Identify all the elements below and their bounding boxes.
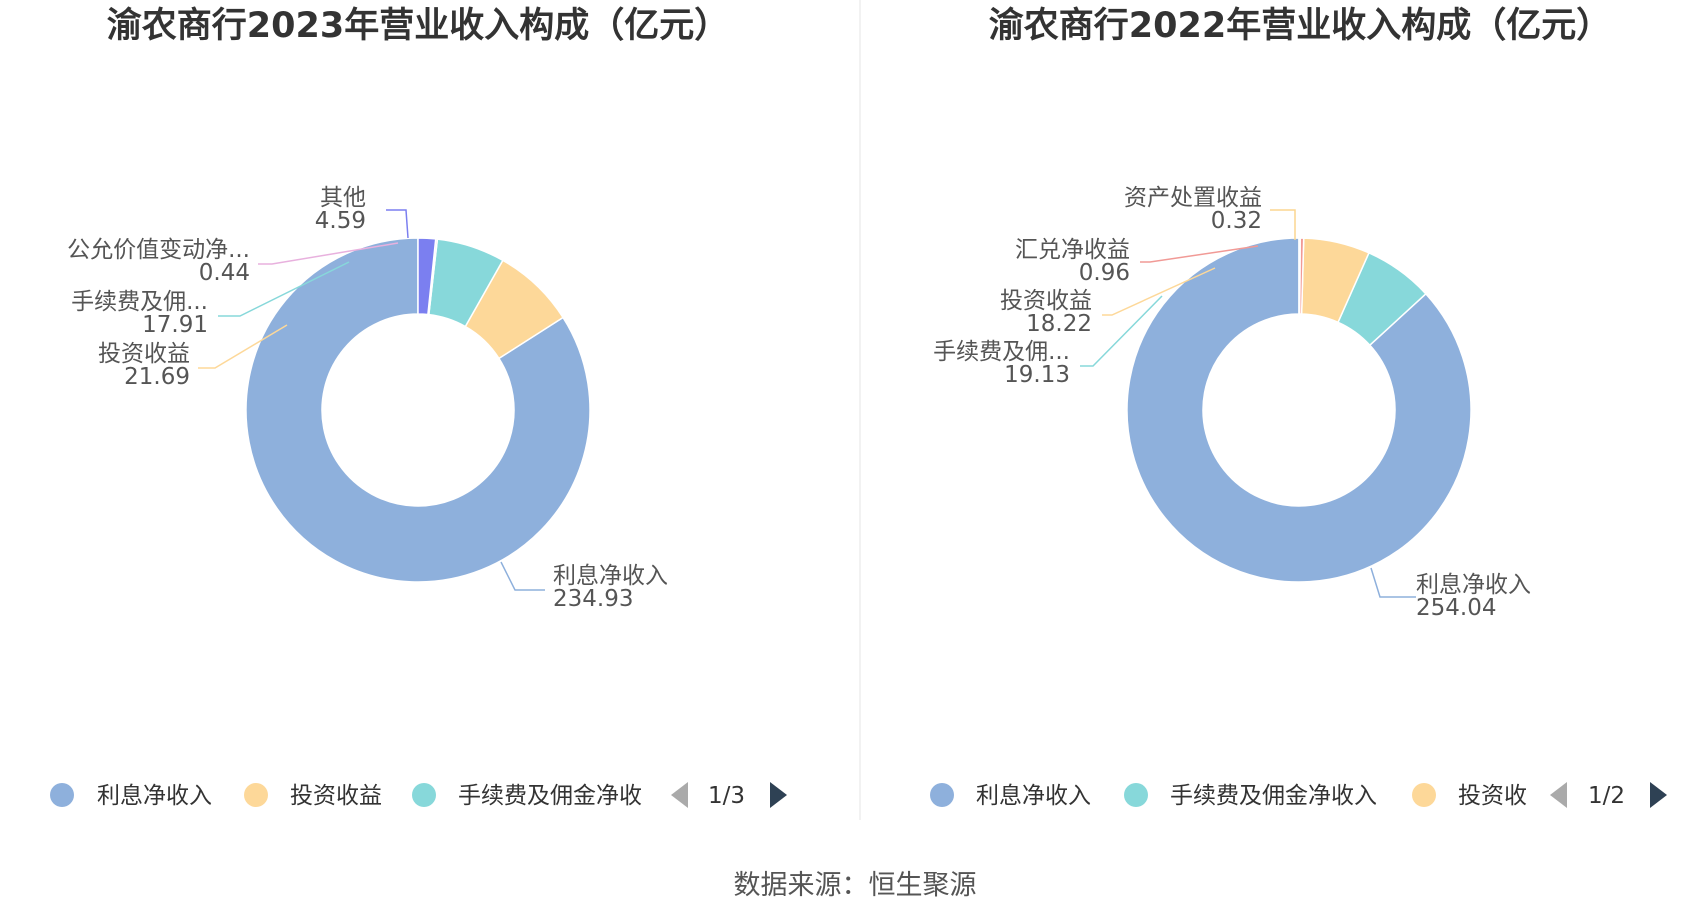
label-leader-line xyxy=(500,561,545,591)
chart-2023: 渝农商行2023年营业收入构成（亿元） 利息净收入234.93投资收益21.69… xyxy=(50,6,787,809)
slice-label-name: 投资收益 xyxy=(1000,288,1092,314)
slice-label-value: 234.93 xyxy=(553,586,633,612)
chart-2022: 渝农商行2022年营业收入构成（亿元） 利息净收入254.04手续费及佣...1… xyxy=(930,6,1667,809)
slice-label-value: 0.32 xyxy=(1211,208,1262,234)
legend-2022: 利息净收入 手续费及佣金净收入 投资收 1/2 xyxy=(930,782,1667,809)
legend-marker xyxy=(412,783,436,807)
slice-label-name: 公允价值变动净... xyxy=(67,237,250,263)
legend-prev-arrow-icon[interactable] xyxy=(1550,782,1567,808)
legend-item[interactable]: 利息净收入 xyxy=(976,783,1091,809)
slice-label-name: 资产处置收益 xyxy=(1124,185,1262,211)
donut-2023 xyxy=(245,237,591,583)
slice-label-value: 21.69 xyxy=(124,364,190,390)
legend-marker xyxy=(930,783,954,807)
label-leader-line xyxy=(1102,267,1216,316)
legend-item[interactable]: 手续费及佣金净收入 xyxy=(1170,783,1377,809)
legend-next-arrow-icon[interactable] xyxy=(1650,782,1667,808)
legend-page-indicator: 1/2 xyxy=(1588,783,1625,809)
legend-item[interactable]: 投资收 xyxy=(1458,783,1527,809)
legend-prev-arrow-icon[interactable] xyxy=(671,782,688,808)
donut-slice[interactable] xyxy=(417,237,437,316)
legend-marker xyxy=(1124,783,1148,807)
slice-label-name: 汇兑净收益 xyxy=(1015,237,1130,263)
data-source: 数据来源：恒生聚源 xyxy=(734,870,977,901)
label-leader-line xyxy=(1140,245,1259,263)
legend-2023: 利息净收入 投资收益 手续费及佣金净收 1/3 xyxy=(50,782,787,809)
label-leader-line xyxy=(1370,567,1416,598)
label-leader-line xyxy=(198,324,288,369)
legend-marker xyxy=(1412,783,1436,807)
donut-2022 xyxy=(1126,237,1472,583)
slice-label-value: 4.59 xyxy=(315,208,366,234)
legend-item[interactable]: 投资收益 xyxy=(290,783,382,809)
donut-slice[interactable] xyxy=(245,237,591,583)
slice-label-value: 18.22 xyxy=(1026,311,1092,337)
chart-title-2022: 渝农商行2022年营业收入构成（亿元） xyxy=(989,6,1611,46)
slice-label-value: 0.44 xyxy=(199,260,250,286)
slice-label-value: 254.04 xyxy=(1416,595,1496,621)
legend-marker xyxy=(50,783,74,807)
legend-next-arrow-icon[interactable] xyxy=(770,782,787,808)
slice-label-value: 0.96 xyxy=(1079,260,1130,286)
slice-label-value: 19.13 xyxy=(1004,362,1070,388)
legend-item[interactable]: 利息净收入 xyxy=(97,783,212,809)
slice-label-name: 投资收益 xyxy=(98,341,190,367)
slice-label-name: 利息净收入 xyxy=(1416,572,1531,598)
chart-title-2023: 渝农商行2023年营业收入构成（亿元） xyxy=(107,6,729,46)
label-leader-line xyxy=(258,242,399,265)
label-leader-line xyxy=(1080,295,1163,367)
slice-label-name: 利息净收入 xyxy=(553,563,668,589)
slice-label-value: 17.91 xyxy=(142,312,208,338)
donut-slice[interactable] xyxy=(1298,237,1301,315)
legend-item[interactable]: 手续费及佣金净收 xyxy=(458,783,642,809)
label-leader-line xyxy=(218,261,350,317)
donut-slice[interactable] xyxy=(1126,237,1472,583)
slice-label-name: 手续费及佣... xyxy=(71,289,208,315)
label-leader-line xyxy=(1270,209,1296,240)
legend-page-indicator: 1/3 xyxy=(708,783,745,809)
legend-marker xyxy=(244,783,268,807)
slice-label-name: 手续费及佣... xyxy=(933,339,1070,365)
slice-label-name: 其他 xyxy=(320,185,366,211)
label-leader-line xyxy=(386,209,409,239)
slice-labels-2022: 利息净收入254.04手续费及佣...19.13投资收益18.22汇兑净收益0.… xyxy=(933,185,1531,621)
